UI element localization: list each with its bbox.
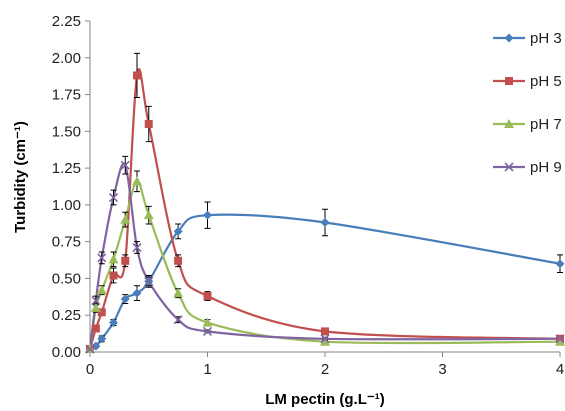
data-point-ph3 [555,259,565,269]
data-point-ph3 [320,218,330,228]
data-point-ph9 [108,192,119,203]
axes [85,20,561,357]
x-tick-label: 4 [556,361,564,378]
data-point-ph9 [144,276,154,286]
x-axis-title: LM pectin (g.L⁻¹) [265,391,385,408]
x-tick-label: 2 [321,361,329,378]
x-tick-label: 3 [438,361,446,378]
data-point-ph7 [90,302,101,312]
y-tick-label: 1.00 [52,197,81,214]
data-point-ph9 [91,295,101,306]
data-point-ph9 [320,334,330,344]
x-tick-label: 1 [203,361,211,378]
data-point-ph7 [202,317,213,327]
data-point-ph7 [120,214,131,224]
data-point-ph7 [108,254,119,264]
y-axis-title: Turbidity (cm⁻¹) [12,121,29,233]
data-point-ph9 [202,326,213,336]
data-point-ph5 [91,324,100,333]
legend-label-ph7: pH 7 [530,116,562,133]
data-point-ph7 [132,176,142,186]
data-point-ph7 [96,285,107,295]
data-point-ph5 [133,71,141,80]
data-point-ph5 [109,271,118,280]
data-point-ph5 [321,327,329,336]
series-line-ph9 [88,162,561,350]
data-point-ph7 [173,288,184,298]
y-tick-label: 1.25 [52,160,81,177]
data-point-ph7 [555,336,565,346]
y-tick-label: 2.00 [52,50,81,67]
data-point-ph3 [173,226,183,236]
y-tick-label: 0.00 [52,344,81,361]
legend-label-ph3: pH 3 [530,30,562,47]
data-point-ph7 [143,210,154,220]
data-point-ph5 [121,256,130,265]
data-point-ph3 [203,210,212,220]
y-tick-label: 1.50 [52,123,81,140]
data-point-ph9 [85,344,95,354]
series-line-ph7 [88,180,561,350]
data-point-ph9 [555,334,565,344]
data-point-ph5 [97,308,106,317]
data-point-ph3 [132,288,142,298]
legend-marker-ph3 [504,33,514,43]
legend-marker-ph7 [504,119,514,128]
x-tick-label: 0 [86,361,94,378]
series-markers [85,71,565,354]
legend-marker-ph9 [504,162,514,172]
data-point-ph5 [144,119,153,128]
y-tick-label: 2.25 [52,13,81,30]
data-point-ph5 [203,292,212,301]
tick-labels: 0.00 0.25 0.50 0.75 1.00 1.25 1.50 1.75 2.00 2.25… [52,13,564,378]
y-tick-label: 0.25 [52,307,81,324]
data-point-ph9 [132,242,142,253]
data-point-ph3 [120,294,130,304]
legend-label-ph9: pH 9 [530,159,562,176]
legend-label-ph5: pH 5 [530,73,562,90]
data-point-ph9 [120,160,130,170]
legend: pH 3 pH 5 pH 7 pH 9 [493,30,562,176]
error-bars [87,52,563,352]
data-point-ph9 [173,315,183,325]
data-point-ph7 [320,336,330,346]
y-tick-label: 1.75 [52,87,81,104]
y-tick-label: 0.75 [52,234,81,251]
data-point-ph5 [174,256,183,265]
data-point-ph3 [97,334,107,344]
y-tick-label: 0.50 [52,270,81,287]
data-point-ph3 [109,318,118,328]
legend-marker-ph5 [505,77,513,85]
data-point-ph9 [97,253,107,263]
